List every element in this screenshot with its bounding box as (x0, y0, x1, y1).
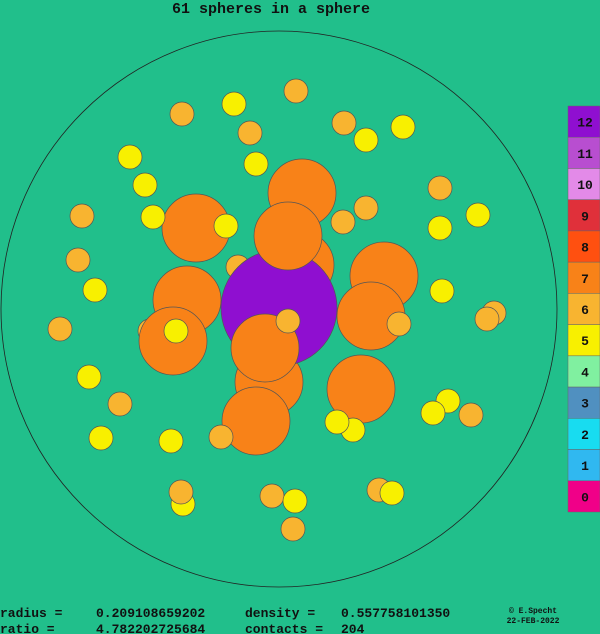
sphere (427, 175, 453, 201)
sphere (221, 386, 291, 456)
sphere (88, 425, 114, 451)
stat-label: ratio = (0, 622, 55, 634)
sphere (69, 203, 95, 229)
sphere (458, 402, 484, 428)
sphere (283, 78, 309, 104)
legend-label: 7 (581, 272, 589, 287)
sphere (253, 201, 323, 271)
sphere (282, 488, 308, 514)
sphere (213, 213, 239, 239)
legend-swatch (567, 199, 600, 232)
legend-label: 5 (581, 334, 589, 349)
sphere (169, 101, 195, 127)
legend-swatch (567, 480, 600, 513)
sphere (65, 247, 91, 273)
sphere (280, 516, 306, 542)
sphere (221, 91, 247, 117)
sphere (76, 364, 102, 390)
sphere (390, 114, 416, 140)
legend-label: 4 (581, 365, 589, 380)
credit-author: © E.Specht (509, 607, 557, 616)
title: 61 spheres in a sphere (172, 1, 370, 18)
sphere (379, 480, 405, 506)
legend-label: 1 (581, 459, 589, 474)
container (0, 30, 558, 588)
stat-label: radius = (0, 606, 63, 621)
legend-label: 9 (581, 209, 589, 224)
sphere (140, 204, 166, 230)
stat-value: 0.557758101350 (341, 606, 450, 621)
sphere (132, 172, 158, 198)
stat-label: density = (245, 606, 315, 621)
sphere (275, 308, 301, 334)
sphere (386, 311, 412, 337)
legend-label: 12 (577, 116, 593, 131)
sphere (420, 400, 446, 426)
sphere (474, 306, 500, 332)
sphere (330, 209, 356, 235)
sphere (465, 202, 491, 228)
sphere (82, 277, 108, 303)
legend-label: 10 (577, 178, 593, 193)
legend-swatch (567, 449, 600, 482)
sphere (353, 195, 379, 221)
legend-swatch (567, 386, 600, 419)
sphere (259, 483, 285, 509)
sphere (427, 215, 453, 241)
legend-label: 11 (577, 147, 593, 162)
sphere (163, 318, 189, 344)
sphere (168, 479, 194, 505)
legend-swatch (567, 418, 600, 450)
legend-swatch (567, 105, 600, 138)
sphere (331, 110, 357, 136)
stat-value: 204 (341, 622, 365, 634)
sphere (158, 428, 184, 454)
legend-swatch (567, 293, 600, 325)
credit-date: 22-FEB-2022 (507, 617, 560, 626)
legend-label: 2 (581, 428, 589, 443)
sphere (107, 391, 133, 417)
legend-swatch (567, 355, 600, 388)
sphere (208, 424, 234, 450)
sphere (429, 278, 455, 304)
sphere (243, 151, 269, 177)
sphere (324, 409, 350, 435)
legend-swatch (567, 136, 600, 169)
sphere (47, 316, 73, 342)
stat-value: 4.782202725684 (96, 622, 205, 634)
stat-label: contacts = (245, 622, 323, 634)
sphere (353, 127, 379, 153)
legend-label: 8 (581, 241, 589, 256)
legend-swatch (567, 168, 600, 200)
sphere (237, 120, 263, 146)
legend-label: 3 (581, 397, 589, 412)
spheres (47, 78, 507, 542)
stat-value: 0.209108659202 (96, 606, 205, 621)
legend-label: 6 (581, 303, 589, 318)
sphere (117, 144, 143, 170)
legend-label: 0 (581, 490, 589, 505)
legend-swatch (567, 230, 600, 263)
